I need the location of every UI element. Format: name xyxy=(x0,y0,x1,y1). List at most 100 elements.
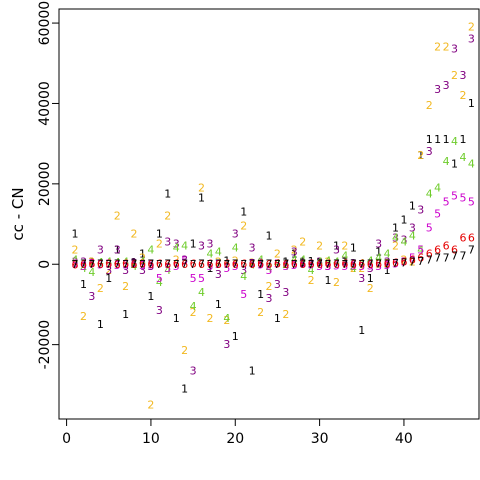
data-point: 1 xyxy=(316,256,323,269)
data-point: 7 xyxy=(409,256,416,269)
y-tick-label: 40000 xyxy=(37,81,53,126)
data-point: 5 xyxy=(434,208,441,221)
data-point: 4 xyxy=(291,254,298,267)
data-point: 5 xyxy=(122,259,129,272)
data-point: 5 xyxy=(299,258,306,271)
data-point: 5 xyxy=(190,272,197,285)
data-point: 6 xyxy=(206,258,213,271)
data-point: 3 xyxy=(156,304,163,317)
data-point: 3 xyxy=(198,240,205,253)
data-point: 4 xyxy=(206,248,213,261)
data-point: 5 xyxy=(105,258,112,271)
data-point: 4 xyxy=(122,255,129,268)
data-point: 3 xyxy=(97,244,104,257)
data-point: 1 xyxy=(459,133,466,146)
data-point: 5 xyxy=(257,259,264,272)
data-point: 5 xyxy=(291,259,298,272)
data-point: 4 xyxy=(173,242,180,255)
data-point: 7 xyxy=(417,255,424,268)
data-point: 3 xyxy=(105,264,112,277)
data-point: 3 xyxy=(409,222,416,235)
data-point: 2 xyxy=(72,244,79,257)
data-point: 1 xyxy=(164,187,171,200)
data-point: 3 xyxy=(240,264,247,277)
data-point: 2 xyxy=(266,280,273,293)
data-point: 6 xyxy=(299,258,306,271)
data-point: 4 xyxy=(341,250,348,263)
data-point: 4 xyxy=(223,312,230,325)
data-point: 3 xyxy=(223,338,230,351)
data-point: 4 xyxy=(443,155,450,168)
data-point: 7 xyxy=(249,258,256,271)
data-point: 3 xyxy=(375,238,382,251)
data-point: 2 xyxy=(459,89,466,102)
data-point: 1 xyxy=(400,214,407,227)
data-point: 3 xyxy=(131,257,138,270)
data-point: 2 xyxy=(274,248,281,261)
data-point: 2 xyxy=(232,255,239,268)
data-point: 1 xyxy=(232,330,239,343)
series-5: 5 5 5 5 5 5 5 5 5 555 5 55 55 5 5 555 5 5 5 5 5 5 5 5 5 5 5 5 5 5 5 5 5 5… xyxy=(72,189,475,300)
data-point: 3 xyxy=(308,258,315,271)
data-point: 4 xyxy=(400,236,407,249)
data-point: 3 xyxy=(139,264,146,277)
data-point: 4 xyxy=(299,254,306,267)
data-point: 6 xyxy=(325,258,332,271)
y-tick-label: 20000 xyxy=(37,162,53,207)
data-point: 7 xyxy=(156,258,163,271)
data-point: 2 xyxy=(468,21,475,34)
data-point: 4 xyxy=(426,187,433,200)
data-point: 2 xyxy=(80,310,87,323)
data-point: 4 xyxy=(274,257,281,270)
data-point: 7 xyxy=(190,258,197,271)
data-point: 2 xyxy=(409,256,416,269)
data-point: 7 xyxy=(350,258,357,271)
data-point: 2 xyxy=(122,280,129,293)
x-tick-label: 40 xyxy=(395,431,413,447)
data-point: 2 xyxy=(105,264,112,277)
data-point: 3 xyxy=(291,246,298,259)
data-point: 5 xyxy=(114,259,121,272)
data-point: 1 xyxy=(308,255,315,268)
x-tick-label: 30 xyxy=(311,431,329,447)
data-point: 6 xyxy=(198,258,205,271)
data-point: 7 xyxy=(468,244,475,257)
data-point: 3 xyxy=(333,244,340,257)
data-point: 1 xyxy=(139,248,146,261)
data-point: 3 xyxy=(232,228,239,241)
data-point: 7 xyxy=(434,252,441,265)
data-point: 7 xyxy=(266,258,273,271)
data-point: 4 xyxy=(139,256,146,269)
data-point: 4 xyxy=(131,260,138,273)
data-point: 7 xyxy=(392,257,399,270)
data-point: 3 xyxy=(80,256,87,269)
y-tick-label: -20000 xyxy=(37,320,53,370)
data-point: 1 xyxy=(105,272,112,285)
data-point: 5 xyxy=(240,288,247,301)
data-point: 2 xyxy=(88,256,95,269)
data-point: 5 xyxy=(223,262,230,275)
data-point: 4 xyxy=(156,276,163,289)
data-point: 7 xyxy=(443,252,450,265)
data-point: 1 xyxy=(173,312,180,325)
x-tick-label: 0 xyxy=(62,431,71,447)
data-point: 3 xyxy=(122,264,129,277)
data-point: 1 xyxy=(426,133,433,146)
data-point: 2 xyxy=(316,240,323,253)
data-point: 2 xyxy=(173,254,180,267)
data-point: 5 xyxy=(72,258,79,271)
data-point: 1 xyxy=(114,244,121,257)
data-point: 7 xyxy=(240,258,247,271)
data-point: 2 xyxy=(223,314,230,327)
data-point: 6 xyxy=(181,258,188,271)
data-point: 2 xyxy=(392,240,399,253)
data-point: 7 xyxy=(274,258,281,271)
data-point: 5 xyxy=(417,244,424,257)
data-point: 1 xyxy=(88,255,95,268)
data-point: 1 xyxy=(266,230,273,243)
data-point: 1 xyxy=(72,228,79,241)
data-point: 3 xyxy=(266,292,273,305)
data-point: 3 xyxy=(434,83,441,96)
data-point: 6 xyxy=(156,258,163,271)
